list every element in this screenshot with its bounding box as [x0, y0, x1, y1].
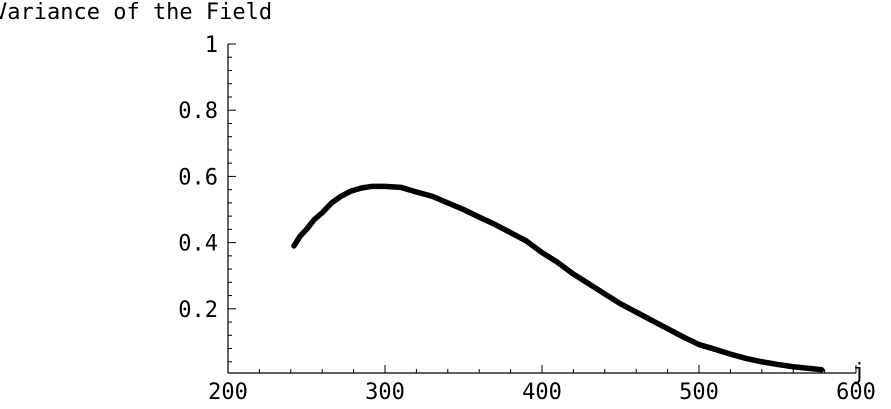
y-tick-label: 0.6 — [178, 165, 218, 190]
y-tick-label: 0.2 — [178, 298, 218, 323]
x-tick-label: 400 — [522, 380, 562, 405]
y-tick-label: 1 — [205, 33, 218, 58]
x-axis-label: j — [852, 360, 865, 385]
series-line — [291, 183, 825, 373]
series-group — [291, 183, 825, 373]
x-tick-label: 300 — [365, 380, 405, 405]
y-axis-ticks: 0.2 0.4 0.6 0.8 1 — [178, 33, 236, 363]
x-tick-label: 200 — [208, 380, 248, 405]
y-tick-label: 0.8 — [178, 99, 218, 124]
y-tick-label: 0.4 — [178, 232, 218, 257]
chart-title: Variance of the Field — [0, 0, 272, 25]
x-tick-label: 500 — [679, 380, 719, 405]
axes — [227, 44, 856, 374]
x-tick-label: 600 — [836, 380, 876, 405]
x-axis-ticks: 200 300 400 500 600 — [208, 365, 876, 405]
